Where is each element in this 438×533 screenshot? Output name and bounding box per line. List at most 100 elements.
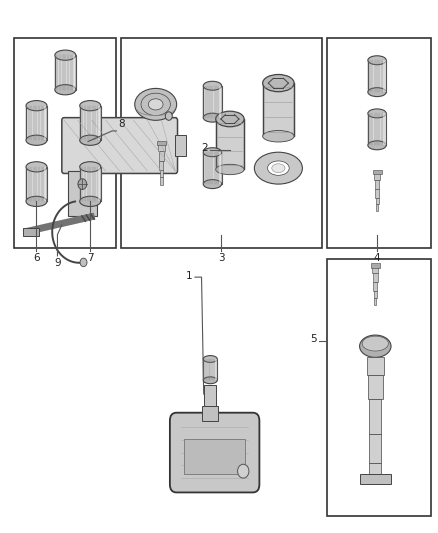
Bar <box>327 259 431 516</box>
Bar <box>368 114 386 146</box>
Bar <box>219 86 221 118</box>
Bar <box>44 167 46 201</box>
Bar <box>98 167 100 201</box>
Bar <box>263 83 294 136</box>
Bar <box>22 228 39 236</box>
Text: 8: 8 <box>119 119 125 130</box>
Ellipse shape <box>80 196 101 206</box>
Bar <box>216 119 244 169</box>
Ellipse shape <box>26 135 47 146</box>
Bar <box>372 266 378 273</box>
Bar <box>203 359 217 380</box>
Bar <box>159 161 163 170</box>
Bar <box>373 169 381 174</box>
Ellipse shape <box>141 93 170 116</box>
Bar <box>204 384 216 406</box>
Ellipse shape <box>368 56 386 64</box>
Circle shape <box>165 112 172 120</box>
FancyBboxPatch shape <box>62 118 177 173</box>
Text: 1: 1 <box>186 271 193 280</box>
Ellipse shape <box>216 164 244 175</box>
Ellipse shape <box>26 101 47 111</box>
Bar <box>68 171 97 216</box>
Bar <box>374 291 377 298</box>
Ellipse shape <box>203 148 222 157</box>
Bar <box>203 86 222 118</box>
Ellipse shape <box>55 85 76 95</box>
Text: 6: 6 <box>33 253 40 263</box>
Bar <box>373 273 378 282</box>
Ellipse shape <box>203 377 217 384</box>
Bar <box>160 170 163 177</box>
Bar <box>184 439 245 474</box>
Bar <box>375 198 378 205</box>
Bar <box>80 167 101 201</box>
Bar <box>157 141 166 146</box>
Bar <box>175 135 186 156</box>
Bar <box>203 152 222 184</box>
Ellipse shape <box>203 356 217 362</box>
Circle shape <box>78 179 87 189</box>
Ellipse shape <box>254 152 302 184</box>
Bar <box>98 106 100 140</box>
Bar <box>55 55 76 90</box>
FancyBboxPatch shape <box>170 413 259 492</box>
Ellipse shape <box>216 111 244 127</box>
Bar <box>44 106 46 140</box>
Ellipse shape <box>80 161 101 172</box>
Bar <box>374 298 376 305</box>
Ellipse shape <box>368 141 386 150</box>
Bar <box>384 114 386 146</box>
Bar <box>327 38 431 248</box>
Ellipse shape <box>80 135 101 146</box>
Bar <box>26 106 47 140</box>
Bar <box>219 152 221 184</box>
Text: 5: 5 <box>311 334 317 344</box>
Bar <box>374 173 380 180</box>
Text: 3: 3 <box>218 253 225 263</box>
Circle shape <box>237 464 249 478</box>
Text: 4: 4 <box>374 253 380 263</box>
Ellipse shape <box>135 88 177 120</box>
Bar <box>159 151 164 161</box>
Bar <box>384 60 386 92</box>
Ellipse shape <box>268 161 289 175</box>
Circle shape <box>80 258 87 266</box>
Bar <box>371 263 380 268</box>
Bar <box>26 167 47 201</box>
Bar <box>80 106 101 140</box>
Ellipse shape <box>148 99 163 110</box>
Bar <box>375 189 379 198</box>
Bar <box>73 55 75 90</box>
Bar <box>369 434 381 463</box>
Text: 7: 7 <box>87 253 93 263</box>
Ellipse shape <box>80 101 101 111</box>
Bar <box>374 282 377 291</box>
Bar <box>367 357 384 375</box>
Ellipse shape <box>263 131 294 142</box>
Ellipse shape <box>203 180 222 189</box>
Ellipse shape <box>360 335 391 358</box>
Ellipse shape <box>362 336 389 351</box>
Ellipse shape <box>203 113 222 122</box>
Ellipse shape <box>272 164 285 173</box>
Ellipse shape <box>368 87 386 96</box>
Text: 9: 9 <box>54 258 61 268</box>
Ellipse shape <box>203 82 222 90</box>
Bar <box>158 144 165 151</box>
Ellipse shape <box>263 75 294 92</box>
Bar <box>160 177 162 184</box>
Bar <box>369 463 381 474</box>
Bar <box>121 38 321 248</box>
Ellipse shape <box>55 50 76 60</box>
Bar <box>368 375 383 399</box>
Bar <box>375 180 379 189</box>
Ellipse shape <box>368 109 386 118</box>
Bar <box>360 474 391 484</box>
Ellipse shape <box>26 161 47 172</box>
Ellipse shape <box>26 196 47 206</box>
Bar <box>376 205 378 211</box>
Bar <box>368 60 386 92</box>
Bar <box>14 38 117 248</box>
Bar <box>369 399 381 434</box>
